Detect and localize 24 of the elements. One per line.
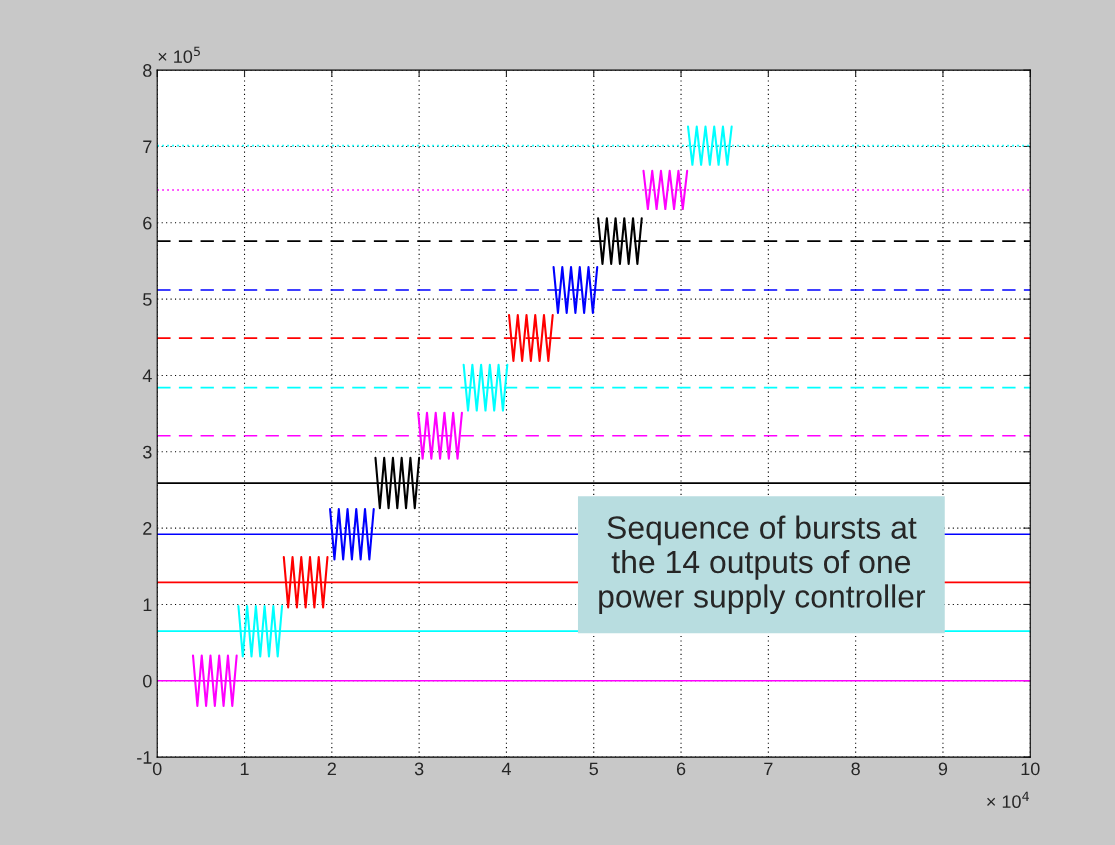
y-tick-label: 1 [143,598,152,611]
x-tick-label: 0 [152,762,162,776]
x-tick-label: 7 [764,762,773,776]
y-tick-label: 0 [143,674,152,688]
x-tick-label: 9 [938,762,948,776]
y-tick-label: 4 [142,369,152,382]
x-tick-label: 5 [589,762,598,776]
x-tick-label: 4 [501,762,511,776]
y-tick-label: 3 [143,445,152,459]
text: × 10$^{4}$ [987,791,1029,809]
annotation: Sequence of bursts at the 14 outputs of one power supply controller [599,515,926,615]
y-tick-label: 8 [143,64,152,77]
x-tick-label: 3 [414,762,424,776]
x-tick-label: 1 [240,762,249,776]
x-tick-label: 10 [1021,762,1040,776]
y-tick-label: 6 [143,216,152,230]
x-tick-label: 6 [676,762,686,776]
text: × 10$^{5}$ [158,46,200,64]
y-tick-label: 5 [143,293,152,306]
x-tick-label: 8 [851,762,860,776]
y-tick-label: 7 [143,140,152,154]
x-tick-label: 2 [327,762,336,776]
y-tick-label: -1 [137,751,152,764]
y-tick-label: 2 [143,522,152,535]
